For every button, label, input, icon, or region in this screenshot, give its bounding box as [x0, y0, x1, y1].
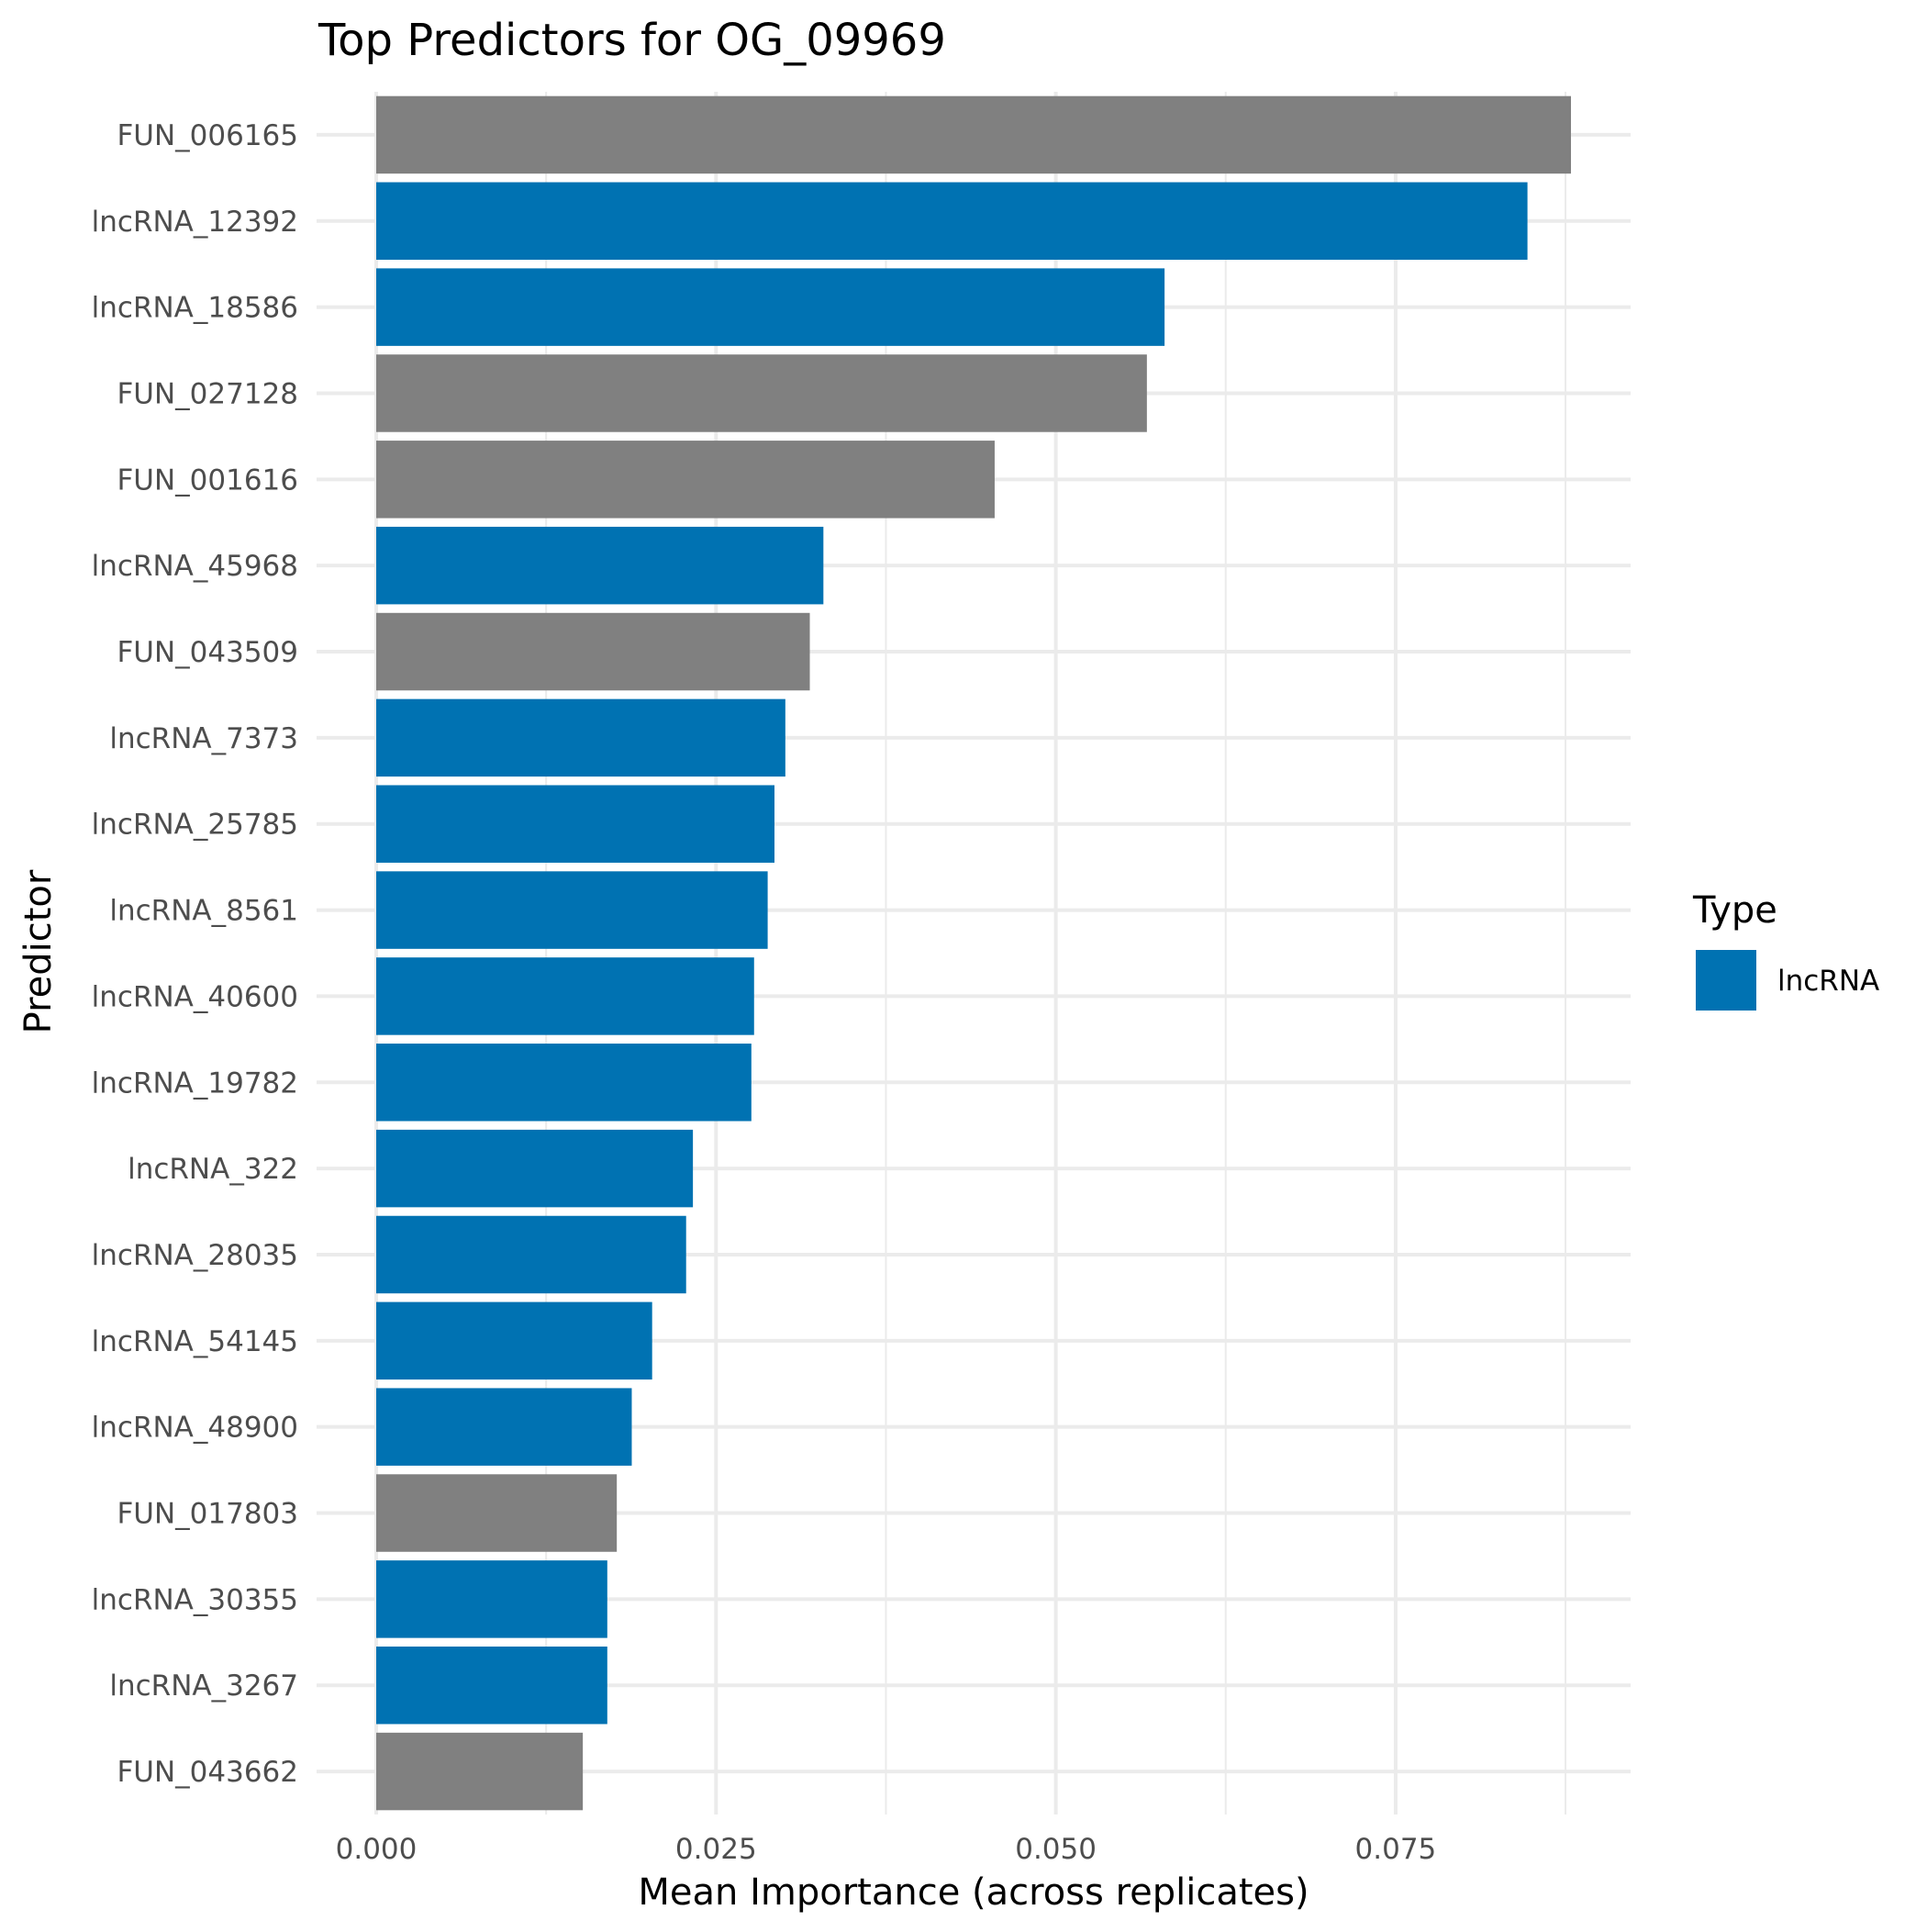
- y-tick-label: FUN_043509: [117, 636, 298, 669]
- x-axis-title: Mean Importance (across replicates): [638, 1871, 1309, 1914]
- y-tick-label: FUN_043662: [117, 1756, 298, 1789]
- x-tick-label: 0.000: [336, 1833, 418, 1866]
- bar-lncRNA_12392: [376, 182, 1528, 261]
- legend: Type lncRNA: [1692, 889, 1879, 1011]
- bar-FUN_043662: [376, 1732, 584, 1811]
- bars: [376, 95, 1571, 1811]
- y-tick-label: lncRNA_12392: [92, 206, 298, 239]
- bar-lncRNA_18586: [376, 268, 1165, 346]
- x-tick-label: 0.075: [1355, 1833, 1437, 1866]
- legend-label-lncRNA: lncRNA: [1777, 965, 1879, 998]
- y-axis-title: Predictor: [17, 869, 60, 1033]
- bar-lncRNA_7373: [376, 698, 785, 777]
- y-tick-label: lncRNA_54145: [92, 1325, 298, 1358]
- chart-title: Top Predictors for OG_09969: [317, 15, 946, 66]
- x-tick-labels: 0.000 0.025 0.050 0.075: [336, 1833, 1437, 1866]
- bar-FUN_043509: [376, 612, 810, 691]
- y-tick-label: lncRNA_40600: [92, 980, 298, 1013]
- y-tick-label: lncRNA_48900: [92, 1412, 298, 1445]
- y-tick-label: lncRNA_30355: [92, 1583, 298, 1616]
- y-tick-label: FUN_017803: [117, 1498, 298, 1531]
- bar-lncRNA_19782: [376, 1044, 752, 1122]
- bar-lncRNA_54145: [376, 1301, 652, 1380]
- bar-FUN_006165: [376, 95, 1571, 174]
- y-tick-label: lncRNA_25785: [92, 809, 298, 842]
- bar-FUN_017803: [376, 1474, 618, 1552]
- x-tick-label: 0.025: [675, 1833, 757, 1866]
- bar-lncRNA_25785: [376, 785, 774, 863]
- y-tick-label: lncRNA_7373: [109, 722, 298, 755]
- bar-lncRNA_28035: [376, 1215, 686, 1294]
- y-tick-label: FUN_006165: [117, 119, 298, 152]
- y-tick-label: lncRNA_3267: [109, 1670, 298, 1703]
- y-tick-labels: FUN_006165 lncRNA_12392 lncRNA_18586 FUN_02…: [92, 119, 298, 1789]
- legend-key-lncRNA: [1696, 950, 1756, 1011]
- y-tick-label: lncRNA_8561: [109, 895, 298, 928]
- bar-lncRNA_40600: [376, 957, 754, 1035]
- bar-lncRNA_45968: [376, 526, 824, 605]
- y-tick-label: lncRNA_322: [128, 1153, 298, 1186]
- y-tick-label: FUN_001616: [117, 463, 298, 497]
- bar-lncRNA_8561: [376, 871, 768, 949]
- bar-lncRNA_3267: [376, 1646, 607, 1725]
- y-tick-label: FUN_027128: [117, 377, 298, 410]
- bar-lncRNA_30355: [376, 1560, 607, 1638]
- x-tick-label: 0.050: [1015, 1833, 1097, 1866]
- y-tick-label: lncRNA_18586: [92, 292, 298, 325]
- y-tick-label: lncRNA_45968: [92, 550, 298, 583]
- grid-lines: [317, 92, 1631, 1815]
- y-tick-label: lncRNA_19782: [92, 1067, 298, 1100]
- bar-FUN_027128: [376, 354, 1147, 432]
- y-tick-label: lncRNA_28035: [92, 1239, 298, 1272]
- bar-lncRNA_48900: [376, 1388, 632, 1466]
- bar-lncRNA_322: [376, 1129, 694, 1208]
- bar-FUN_001616: [376, 441, 995, 519]
- legend-title: Type: [1692, 889, 1777, 932]
